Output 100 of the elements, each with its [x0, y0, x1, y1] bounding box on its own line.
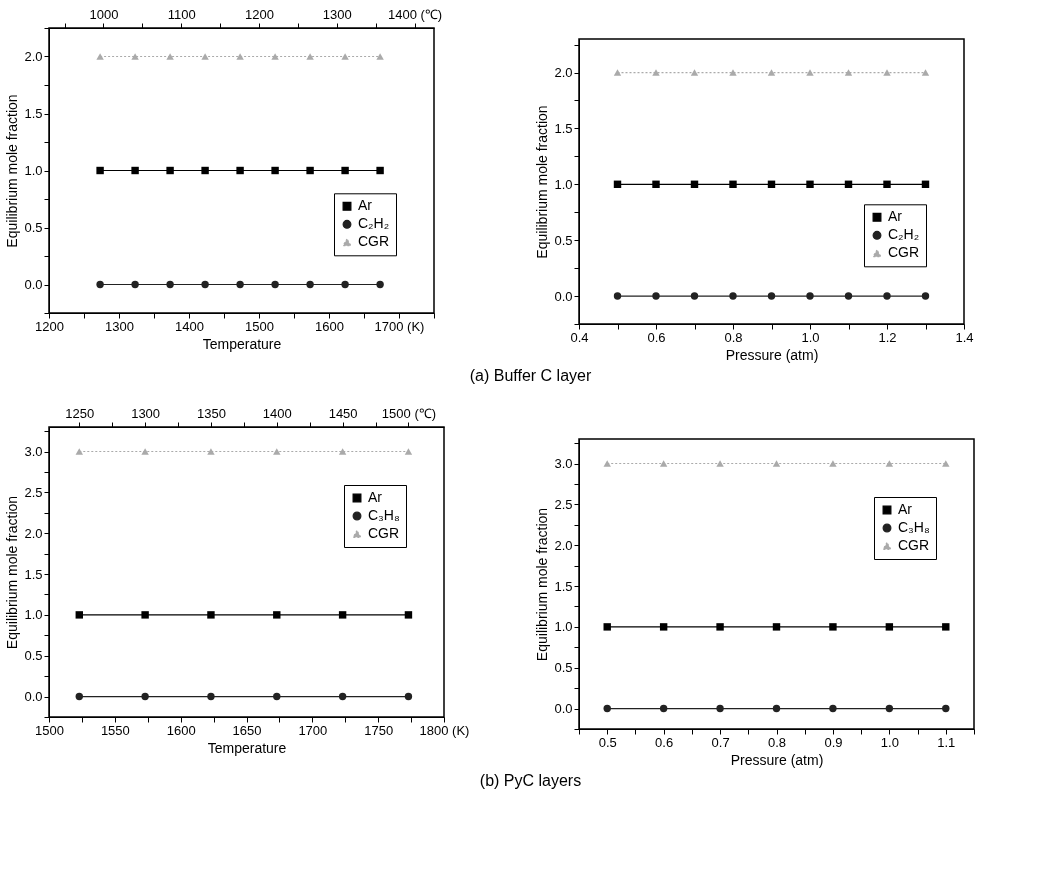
- point: [273, 611, 281, 619]
- point: [603, 460, 611, 467]
- x-tick-label: 0.9: [824, 734, 843, 750]
- point: [829, 623, 837, 631]
- point: [772, 704, 781, 713]
- x-tick-label: 1750: [364, 722, 394, 738]
- point: [942, 623, 950, 631]
- point: [376, 53, 384, 60]
- x-tick-label: 1500: [35, 722, 64, 738]
- x-tick-label: 1700 (K): [374, 318, 425, 334]
- y-axis-title: Equilibrium mole fraction: [534, 507, 551, 662]
- x2-tick-label: 1100: [167, 6, 196, 22]
- x-tick-label: 1800 (K): [419, 722, 470, 738]
- point: [613, 292, 622, 300]
- point: [716, 623, 724, 631]
- x-tick-label: 1600: [166, 722, 196, 738]
- x-tick-label: 0.7: [711, 734, 730, 750]
- point: [131, 53, 139, 60]
- point: [772, 460, 781, 467]
- legend-label: Ar: [898, 501, 913, 517]
- point: [921, 69, 930, 76]
- y-tick-label: 2.0: [554, 65, 573, 81]
- point: [729, 69, 737, 76]
- point: [341, 280, 349, 289]
- x-tick-label: 1700: [298, 722, 328, 738]
- point: [236, 166, 244, 175]
- point: [829, 460, 837, 467]
- point: [767, 292, 776, 300]
- point: [96, 53, 104, 60]
- y-tick-label: 1.5: [554, 120, 573, 136]
- x-axis-title: Temperature: [207, 739, 287, 756]
- point: [885, 704, 894, 713]
- y-tick-label: 3.0: [24, 444, 43, 460]
- point: [659, 704, 668, 713]
- y-tick-label: 1.0: [24, 607, 43, 623]
- y-tick-label: 0.5: [24, 220, 43, 235]
- y-tick-label: 1.5: [554, 578, 573, 594]
- text: (b) PyC layers: [478, 772, 583, 790]
- point: [921, 292, 930, 300]
- point: [729, 292, 737, 300]
- legend-label: CGR: [358, 233, 390, 250]
- point: [201, 280, 209, 289]
- x-tick-label: 1200: [35, 318, 64, 334]
- y-tick-label: 2.5: [24, 484, 43, 500]
- x-tick-label: 1500: [245, 318, 274, 334]
- point: [141, 448, 149, 455]
- point: [207, 448, 215, 455]
- y-tick-label: 2.5: [554, 496, 573, 512]
- legend-label: Ar: [358, 197, 373, 214]
- x-axis-title: Temperature: [202, 335, 282, 352]
- point: [166, 166, 174, 175]
- y-tick-label: 2.0: [24, 525, 43, 541]
- point: [613, 69, 622, 76]
- point: [75, 692, 83, 701]
- legend-label: Ar: [368, 489, 383, 505]
- x-tick-label: 1550: [100, 722, 130, 738]
- point: [338, 692, 347, 701]
- point: [883, 292, 891, 300]
- point: [806, 180, 814, 188]
- point: [772, 623, 781, 631]
- y-tick-label: 0.0: [554, 288, 573, 304]
- legend-label: CGR: [898, 537, 930, 553]
- y-tick-label: 1.0: [554, 176, 573, 192]
- legend-label: CGR: [368, 525, 400, 541]
- point: [942, 704, 950, 713]
- x-tick-label: 1300: [105, 318, 134, 334]
- x-tick-label: 1.0: [880, 734, 899, 750]
- point: [341, 166, 349, 175]
- point: [806, 292, 814, 300]
- x-axis-title: Pressure (atm): [730, 751, 824, 768]
- point: [201, 53, 209, 60]
- x-tick-label: 0.6: [647, 329, 666, 345]
- point: [141, 692, 149, 701]
- point: [376, 166, 384, 175]
- point: [883, 69, 891, 76]
- point: [716, 704, 724, 713]
- point: [131, 280, 139, 289]
- point: [690, 69, 699, 76]
- x-tick-label: 0.6: [655, 734, 674, 750]
- point: [885, 460, 894, 467]
- point: [603, 623, 611, 631]
- x-tick-label: 0.4: [570, 329, 589, 345]
- point: [207, 611, 215, 619]
- point: [659, 623, 668, 631]
- point: [404, 692, 413, 701]
- y-tick-label: 3.0: [554, 456, 573, 472]
- point: [404, 448, 413, 455]
- x-tick-label: 1400: [175, 318, 204, 334]
- x-tick-label: 1650: [232, 722, 262, 738]
- point: [652, 69, 660, 76]
- x-tick-label: 1.1: [937, 734, 956, 750]
- point: [806, 69, 814, 76]
- point: [844, 69, 853, 76]
- legend-label: CGR: [888, 244, 920, 261]
- point: [942, 460, 950, 467]
- y-tick-label: 0.5: [554, 660, 573, 676]
- x-tick-label: 1.0: [801, 329, 820, 345]
- x-tick-label: 0.8: [724, 329, 743, 345]
- legend-label: Ar: [888, 208, 903, 225]
- point: [201, 166, 209, 175]
